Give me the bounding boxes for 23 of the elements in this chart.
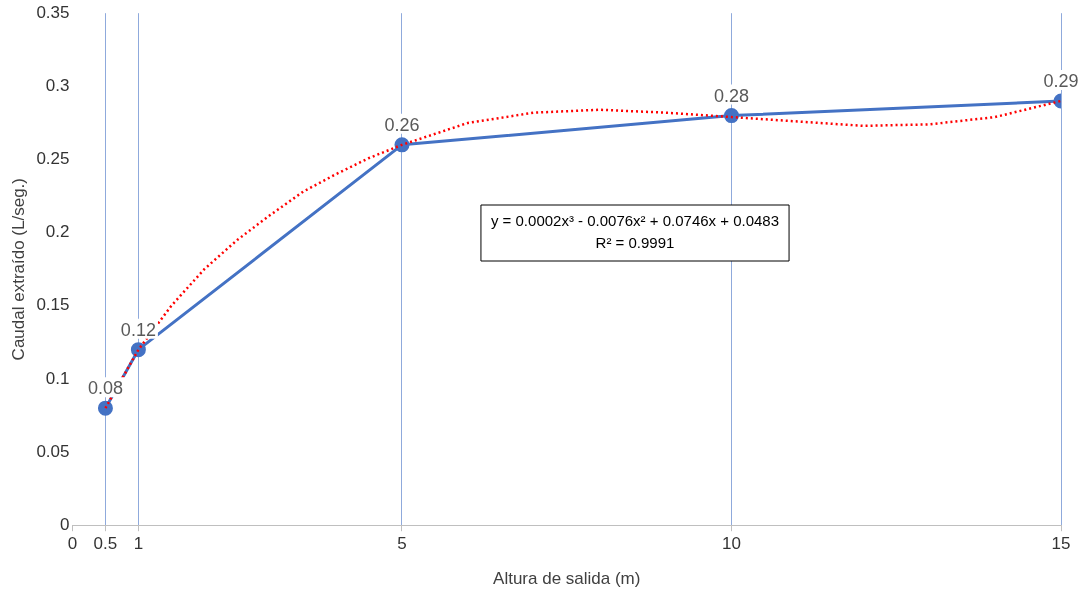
y-axis-title: Caudal extraído (L/seg.)	[8, 178, 28, 361]
y-tick-label: 0	[60, 514, 70, 534]
annotation: y = 0.0002x³ - 0.0076x² + 0.0746x + 0.0483	[490, 212, 780, 230]
annotation: R² = 0.9991	[595, 234, 675, 252]
y-tick-label: 0.35	[36, 2, 70, 22]
data-label: 0.08	[87, 378, 123, 399]
y-tick-label: 0.25	[36, 149, 70, 169]
x-tick-label: 1	[133, 534, 144, 554]
y-tick-label: 0.3	[45, 76, 70, 96]
x-tick-label: 15	[1051, 534, 1071, 554]
x-axis-title: Altura de salida (m)	[493, 569, 641, 589]
data-label: 0.12	[120, 319, 156, 340]
x-tick-label: 5	[397, 534, 407, 554]
point	[97, 400, 113, 416]
y-tick-label: 0.2	[45, 222, 70, 242]
data-label: 0.28	[713, 85, 750, 106]
data-label: 0.26	[384, 114, 420, 135]
x-tick-label: 0.5	[93, 534, 118, 554]
y-tick-label: 0.05	[36, 441, 70, 461]
y-tick-label: 0.1	[45, 368, 70, 388]
y-tick-label: 0.15	[36, 295, 70, 315]
data-label: 0.29	[1043, 70, 1079, 91]
x-tick-label: 10	[722, 534, 741, 554]
